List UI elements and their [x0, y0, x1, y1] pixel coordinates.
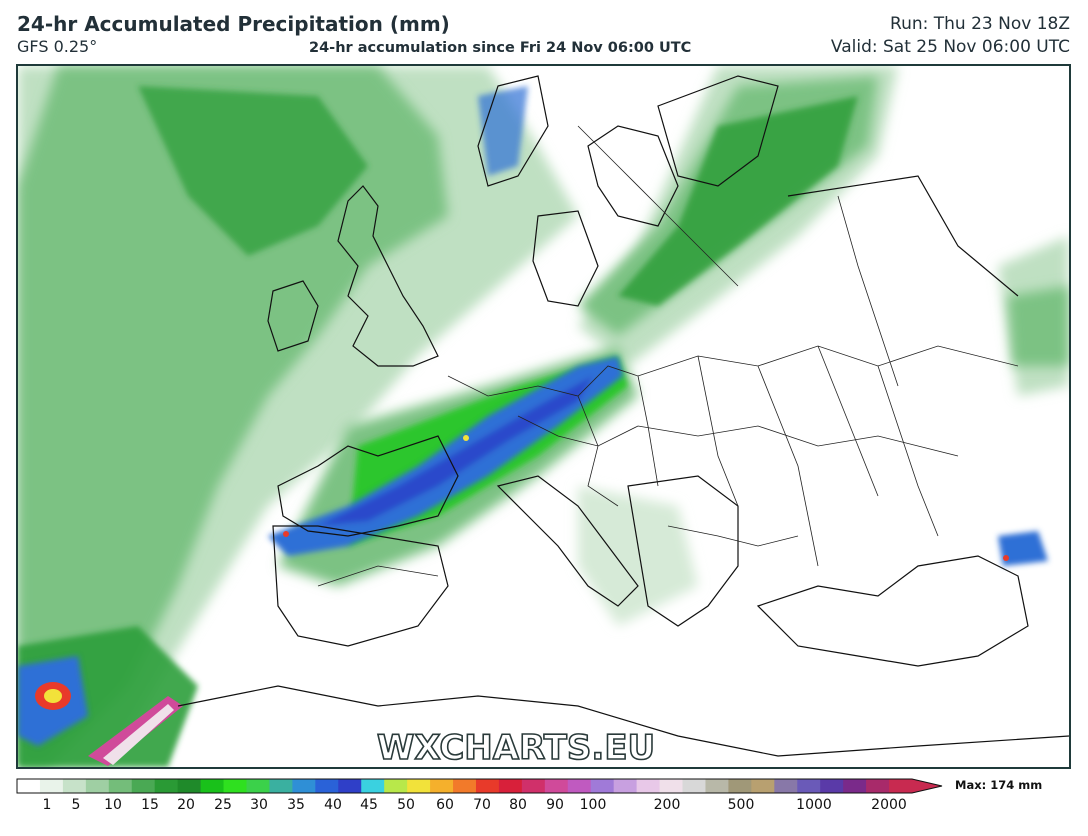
colorbar-swatch	[453, 779, 477, 793]
max-value-label: Max: 174 mm	[955, 778, 1043, 792]
colorbar-swatch	[246, 779, 271, 793]
colorbar-swatch	[154, 779, 179, 793]
colorbar-swatch	[338, 779, 362, 793]
colorbar-swatch	[728, 779, 752, 793]
colorbar-tick-label: 5	[71, 797, 81, 813]
colorbar-swatch	[498, 779, 523, 793]
colorbar-swatch	[820, 779, 844, 793]
colorbar-swatch	[407, 779, 431, 793]
colorbar-tick-label: 90	[546, 797, 564, 813]
colorbar-swatch	[682, 779, 707, 793]
colorbar-tick-label: 35	[287, 797, 305, 813]
colorbar-swatch	[613, 779, 638, 793]
colorbar-swatch	[223, 779, 248, 793]
colorbar-swatch	[521, 779, 546, 793]
colorbar-swatch	[62, 779, 87, 793]
colorbar-swatch	[797, 779, 821, 793]
model-label: GFS 0.25°	[17, 37, 98, 56]
colorbar-tick-label: 60	[436, 797, 454, 813]
colorbar-outline	[16, 778, 943, 794]
colorbar-swatch	[636, 779, 661, 793]
precip-extreme-cells	[35, 435, 1009, 766]
colorbar-tick-label: 1000	[796, 797, 832, 813]
colorbar-tick-label: 500	[727, 797, 755, 813]
colorbar-tick-label: 25	[214, 797, 232, 813]
colorbar-swatch	[659, 779, 684, 793]
colorbar-swatch	[705, 779, 730, 793]
colorbar-swatch	[866, 779, 890, 793]
country-borders	[317, 125, 1019, 587]
colorbar-swatch	[889, 779, 913, 793]
colorbar-tick-label: 2000	[871, 797, 907, 813]
colorbar-tick-label: 80	[509, 797, 527, 813]
colorbar-swatch	[17, 779, 41, 793]
colorbar-swatch	[774, 779, 798, 793]
colorbar	[16, 777, 946, 799]
colorbar-swatch	[751, 779, 775, 793]
colorbar-swatch	[131, 779, 156, 793]
colorbar-swatch	[544, 779, 569, 793]
chart-title: 24-hr Accumulated Precipitation (mm)	[17, 12, 450, 36]
colorbar-swatch	[39, 779, 64, 793]
colorbar-tick-label: 50	[397, 797, 415, 813]
colorbar-swatch	[85, 779, 110, 793]
colorbar-swatch	[567, 779, 592, 793]
colorbar-extend-arrow	[912, 779, 942, 793]
colorbar-swatch	[292, 779, 316, 793]
colorbar-tick-label: 40	[324, 797, 342, 813]
accumulation-period: 24-hr accumulation since Fri 24 Nov 06:0…	[309, 40, 692, 56]
colorbar-tick-label: 20	[177, 797, 195, 813]
coastlines	[177, 75, 1069, 757]
colorbar-tick-label: 70	[473, 797, 491, 813]
colorbar-swatch	[108, 779, 133, 793]
colorbar-tick-label: 100	[579, 797, 607, 813]
colorbar-swatch	[384, 779, 408, 793]
colorbar-tick-label: 30	[250, 797, 268, 813]
colorbar-swatch	[590, 779, 615, 793]
colorbar-tick-label: 200	[653, 797, 681, 813]
colorbar-swatch	[269, 779, 293, 793]
precipitation-map: WXCHARTS.EU	[16, 64, 1071, 769]
colorbar-ticks: 1 5 10 15 20 25 30 35 40 45 50 60 70 80 90 100 200 500 100…	[0, 797, 1088, 821]
colorbar-swatch	[843, 779, 867, 793]
valid-time: Valid: Sat 25 Nov 06:00 UTC	[830, 37, 1070, 57]
colorbar-swatch	[430, 779, 454, 793]
colorbar-swatch	[361, 779, 385, 793]
run-time: Run: Thu 23 Nov 18Z	[890, 14, 1070, 34]
colorbar-swatch	[200, 779, 225, 793]
watermark: WXCHARTS.EU	[377, 728, 655, 767]
colorbar-tick-label: 15	[141, 797, 159, 813]
colorbar-swatch	[315, 779, 339, 793]
colorbar-swatch	[475, 779, 500, 793]
colorbar-tick-label: 1	[42, 797, 52, 813]
colorbar-tick-label: 45	[360, 797, 378, 813]
colorbar-tick-label: 10	[104, 797, 122, 813]
colorbar-swatch	[177, 779, 202, 793]
